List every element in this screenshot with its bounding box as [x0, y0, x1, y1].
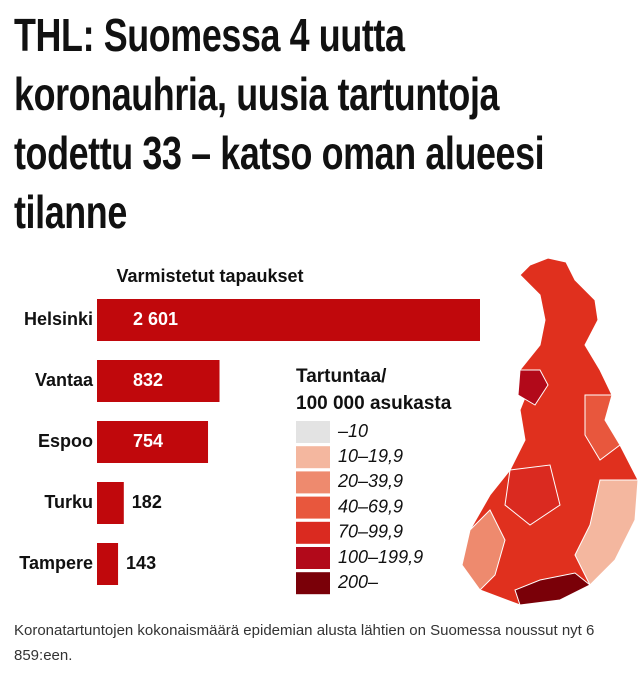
legend-label: 10–19,9	[338, 446, 403, 466]
bar	[97, 360, 220, 402]
map	[461, 257, 639, 606]
legend-swatch	[296, 547, 330, 569]
category-label: Turku	[44, 492, 93, 512]
legend-swatch	[296, 446, 330, 469]
legend-swatch	[296, 421, 330, 443]
legend-label: 200–	[337, 572, 379, 592]
legend-swatch	[296, 521, 330, 544]
map-region	[517, 369, 549, 406]
bar	[97, 299, 480, 341]
legend-swatch	[296, 572, 330, 595]
value-label: 143	[126, 553, 156, 573]
legend-swatch	[296, 471, 330, 494]
bar	[97, 543, 119, 585]
bar	[97, 421, 209, 463]
map-region	[504, 464, 561, 526]
map-region	[574, 479, 639, 586]
category-label: Tampere	[19, 553, 93, 573]
map-region	[461, 509, 506, 591]
legend-label: 70–99,9	[338, 522, 403, 542]
category-label: Vantaa	[35, 370, 94, 390]
legend-label: 40–69,9	[338, 496, 403, 516]
legend-title: Tartuntaa/	[296, 366, 387, 387]
headline: THL: Suomessa 4 uutta koronauhria, uusia…	[14, 9, 545, 238]
legend-title: 100 000 asukasta	[296, 393, 452, 414]
value-label: 832	[133, 370, 163, 390]
value-label: 754	[133, 431, 163, 451]
category-label: Helsinki	[24, 309, 93, 329]
legend-swatch	[296, 496, 330, 519]
legend-label: 100–199,9	[338, 547, 423, 567]
map-region	[584, 394, 621, 461]
infographic: Varmistetut tapaukset Helsinki 2 601 Vantaa…	[19, 257, 639, 606]
value-label: 2 601	[133, 309, 178, 329]
caption: Koronatartuntojen kokonaismäärä epidemia…	[14, 622, 595, 664]
legend-label: –10	[337, 421, 368, 441]
map-region	[514, 572, 591, 606]
value-label: 182	[132, 492, 162, 512]
bar	[97, 482, 124, 524]
chart-title: Varmistetut tapaukset	[116, 266, 303, 286]
category-label: Espoo	[38, 431, 93, 451]
legend-label: 20–39,9	[337, 471, 403, 491]
